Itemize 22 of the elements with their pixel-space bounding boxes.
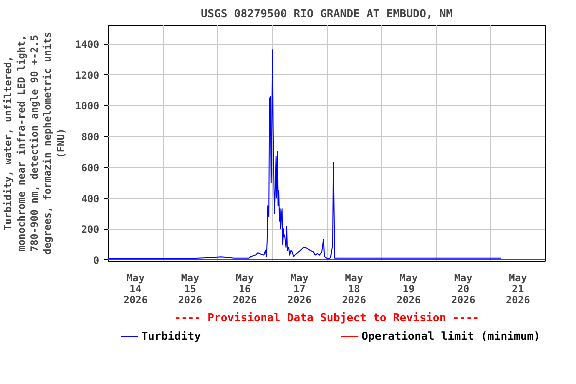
x-tick-label: May 15 2026 [178, 274, 202, 306]
x-tick-label: May 16 2026 [233, 274, 258, 306]
y-tick-label: 1200 [75, 70, 100, 82]
x-tick-label: May 20 2026 [452, 274, 476, 306]
y-tick-label: 800 [81, 132, 100, 144]
line-series [108, 50, 502, 260]
x-tick-label: May 18 2026 [342, 274, 366, 306]
x-tick-label: May 14 2026 [124, 274, 148, 306]
chart-title: USGS 08279500 RIO GRANDE AT EMBUDO, NM [201, 8, 454, 20]
x-tick-label: May 19 2026 [396, 274, 421, 306]
y-tick-label: 200 [81, 225, 100, 236]
y-tick-label: 1000 [75, 102, 100, 113]
y-tick-label: 1400 [75, 40, 100, 52]
text: ---- Provisional Data Subject to Revision ---- [174, 312, 480, 324]
y-tick-label: 600 [81, 163, 100, 174]
x-tick-label: May 17 2026 [288, 274, 312, 306]
y-axis-title: Turbidity, water, unfiltered, monochrome near infra-red LED light, 780-900 nm, detection angle 90 +-2.5 degrees, formazin nephelometric units (FNU) [2, 32, 68, 255]
legend-label: Operational limit (minimum) [362, 330, 541, 343]
legend-label: Turbidity [142, 330, 202, 343]
x-tick-label: May 21 2026 [506, 274, 530, 306]
y-tick-label: 400 [81, 194, 100, 206]
y-tick-label: 0 [93, 256, 100, 267]
